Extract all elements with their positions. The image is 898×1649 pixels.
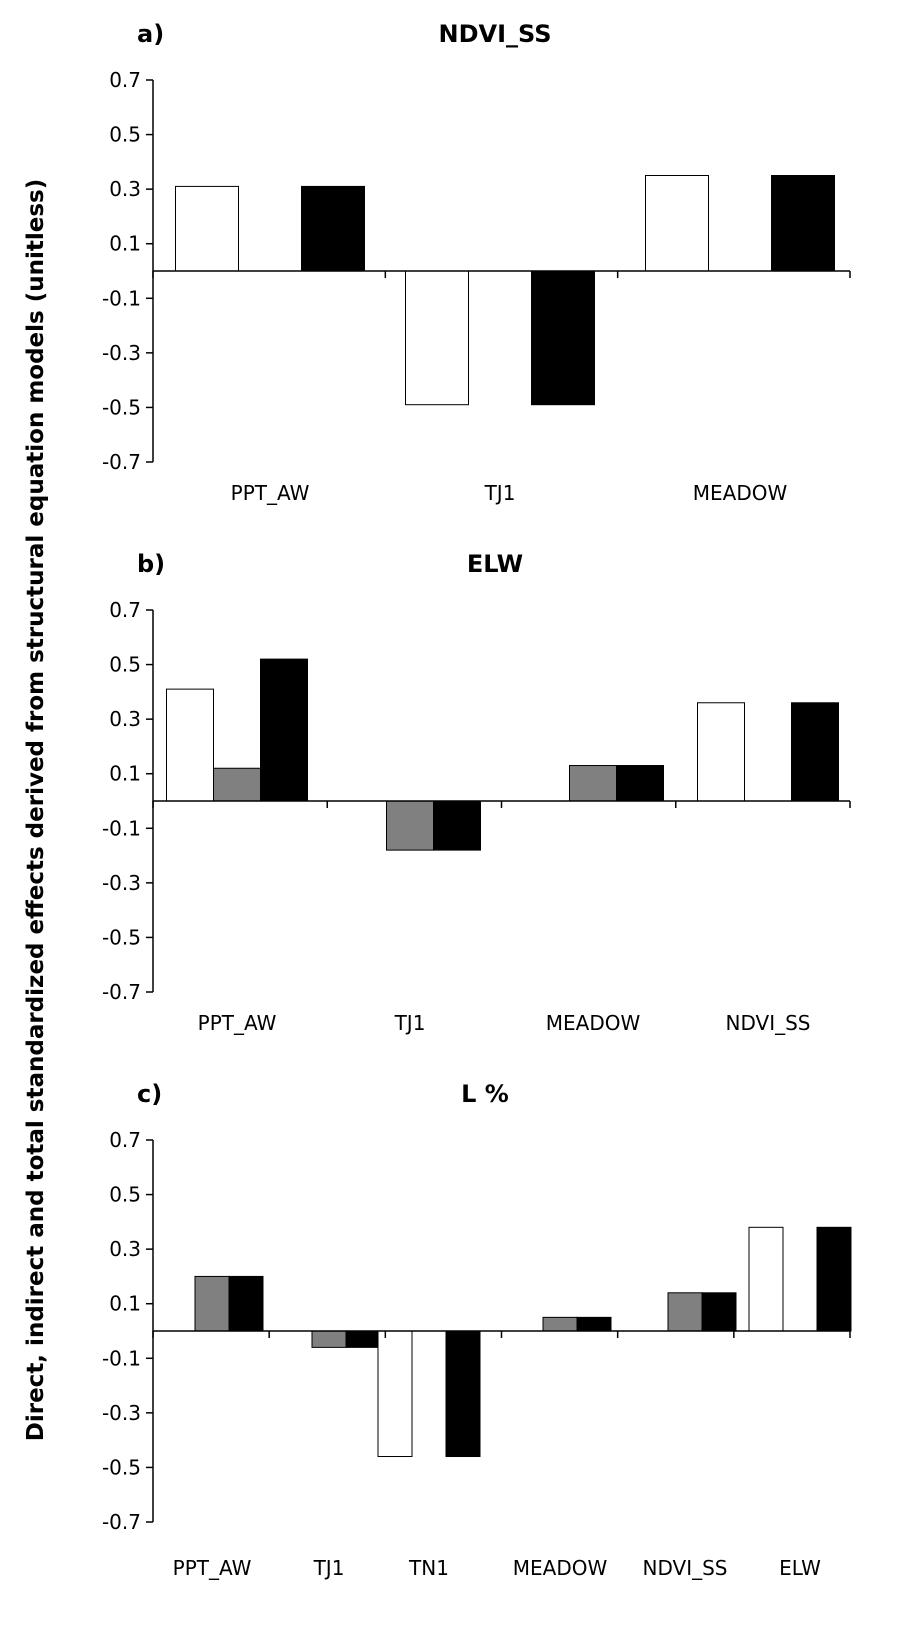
bar bbox=[542, 1316, 578, 1332]
bar bbox=[791, 702, 839, 802]
bar bbox=[697, 702, 745, 802]
category-label: PPT_AW bbox=[198, 1011, 277, 1035]
y-tick-label: 0.3 bbox=[109, 177, 141, 201]
bar bbox=[405, 270, 469, 406]
panel-letter: a) bbox=[137, 20, 164, 48]
panel-letter: b) bbox=[137, 550, 165, 578]
y-tick-label: -0.1 bbox=[102, 286, 141, 310]
y-tick-label: 0.5 bbox=[109, 1183, 141, 1207]
y-tick-label: 0.7 bbox=[109, 598, 141, 622]
y-tick-label: -0.7 bbox=[102, 450, 141, 474]
y-tick-label: 0.7 bbox=[109, 68, 141, 92]
bar bbox=[771, 175, 835, 272]
category-label: TJ1 bbox=[484, 481, 516, 505]
category-label: PPT_AW bbox=[231, 481, 310, 505]
bar bbox=[311, 1330, 347, 1348]
bar bbox=[576, 1316, 612, 1332]
bar bbox=[213, 767, 261, 802]
y-tick-label: -0.5 bbox=[102, 395, 141, 419]
category-label: PPT_AW bbox=[173, 1556, 252, 1580]
bar bbox=[445, 1330, 481, 1458]
y-tick-label: -0.5 bbox=[102, 1455, 141, 1479]
bar bbox=[531, 270, 595, 406]
y-tick-label: -0.1 bbox=[102, 1346, 141, 1370]
bar bbox=[748, 1226, 784, 1332]
y-tick-label: -0.7 bbox=[102, 980, 141, 1004]
bar bbox=[667, 1292, 703, 1332]
y-axis-title: Direct, indirect and total standardized … bbox=[23, 179, 49, 1441]
y-tick-label: 0.5 bbox=[109, 123, 141, 147]
bar bbox=[260, 658, 308, 802]
y-tick-label: -0.5 bbox=[102, 925, 141, 949]
bar bbox=[301, 185, 365, 272]
bar bbox=[166, 688, 214, 802]
category-label: MEADOW bbox=[513, 1556, 608, 1580]
y-tick-label: -0.3 bbox=[102, 341, 141, 365]
bar bbox=[433, 800, 481, 851]
bar bbox=[645, 175, 709, 272]
y-tick-label: 0.1 bbox=[109, 762, 141, 786]
y-tick-label: 0.1 bbox=[109, 1292, 141, 1316]
category-label: TJ1 bbox=[394, 1011, 426, 1035]
y-tick-label: -0.7 bbox=[102, 1510, 141, 1534]
panel-title: ELW bbox=[467, 550, 523, 578]
bar bbox=[701, 1292, 737, 1332]
y-tick-label: 0.7 bbox=[109, 1128, 141, 1152]
y-tick-label: -0.3 bbox=[102, 1401, 141, 1425]
category-label: NDVI_SS bbox=[726, 1011, 811, 1035]
category-label: MEADOW bbox=[693, 481, 788, 505]
bar bbox=[816, 1226, 852, 1332]
y-tick-label: 0.1 bbox=[109, 232, 141, 256]
y-tick-label: -0.3 bbox=[102, 871, 141, 895]
bar bbox=[175, 185, 239, 272]
bar bbox=[377, 1330, 413, 1458]
category-label: MEADOW bbox=[546, 1011, 641, 1035]
bar bbox=[616, 765, 664, 802]
category-label: TN1 bbox=[408, 1556, 449, 1580]
category-label: NDVI_SS bbox=[643, 1556, 728, 1580]
bar bbox=[386, 800, 434, 851]
bar bbox=[194, 1275, 230, 1332]
category-label: ELW bbox=[779, 1556, 821, 1580]
category-label: TJ1 bbox=[313, 1556, 345, 1580]
bar bbox=[345, 1330, 381, 1348]
panel-letter: c) bbox=[137, 1080, 162, 1108]
bar bbox=[228, 1275, 264, 1332]
y-tick-label: 0.3 bbox=[109, 707, 141, 731]
panel-title: NDVI_SS bbox=[438, 20, 551, 48]
bar bbox=[569, 765, 617, 802]
y-tick-label: -0.1 bbox=[102, 816, 141, 840]
y-tick-label: 0.5 bbox=[109, 653, 141, 677]
panel-title: L % bbox=[461, 1080, 509, 1108]
y-tick-label: 0.3 bbox=[109, 1237, 141, 1261]
